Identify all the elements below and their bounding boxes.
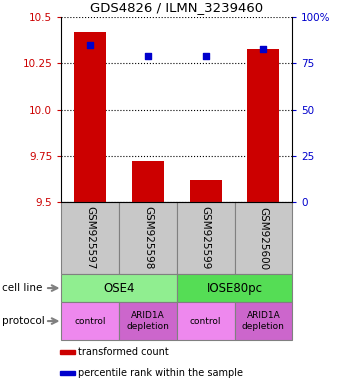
Point: [88, 42, 93, 48]
Bar: [60, 371, 75, 374]
Text: protocol: protocol: [2, 316, 44, 326]
Text: transformed count: transformed count: [78, 347, 168, 357]
Text: control: control: [74, 316, 106, 326]
Point: [203, 53, 209, 59]
Bar: [132, 161, 164, 202]
Title: GDS4826 / ILMN_3239460: GDS4826 / ILMN_3239460: [90, 2, 263, 15]
Bar: [177, 202, 234, 274]
Text: cell line: cell line: [2, 283, 42, 293]
Text: OSE4: OSE4: [103, 281, 135, 295]
Text: IOSE80pc: IOSE80pc: [206, 281, 262, 295]
Text: GSM925600: GSM925600: [258, 207, 268, 270]
Bar: [247, 48, 279, 202]
Text: percentile rank within the sample: percentile rank within the sample: [78, 368, 243, 378]
Bar: [190, 180, 222, 202]
Bar: [177, 302, 234, 340]
Bar: [61, 274, 177, 302]
Bar: [74, 32, 106, 202]
Text: GSM925597: GSM925597: [85, 206, 95, 270]
Bar: [177, 274, 292, 302]
Bar: [60, 350, 75, 354]
Bar: [61, 302, 119, 340]
Text: ARID1A
depletion: ARID1A depletion: [242, 311, 285, 331]
Text: ARID1A
depletion: ARID1A depletion: [126, 311, 169, 331]
Point: [260, 45, 266, 51]
Bar: [61, 202, 119, 274]
Text: control: control: [190, 316, 221, 326]
Bar: [119, 302, 177, 340]
Point: [145, 53, 150, 59]
Text: GSM925598: GSM925598: [143, 206, 153, 270]
Text: GSM925599: GSM925599: [201, 206, 211, 270]
Bar: [234, 302, 292, 340]
Bar: [234, 202, 292, 274]
Bar: [119, 202, 177, 274]
